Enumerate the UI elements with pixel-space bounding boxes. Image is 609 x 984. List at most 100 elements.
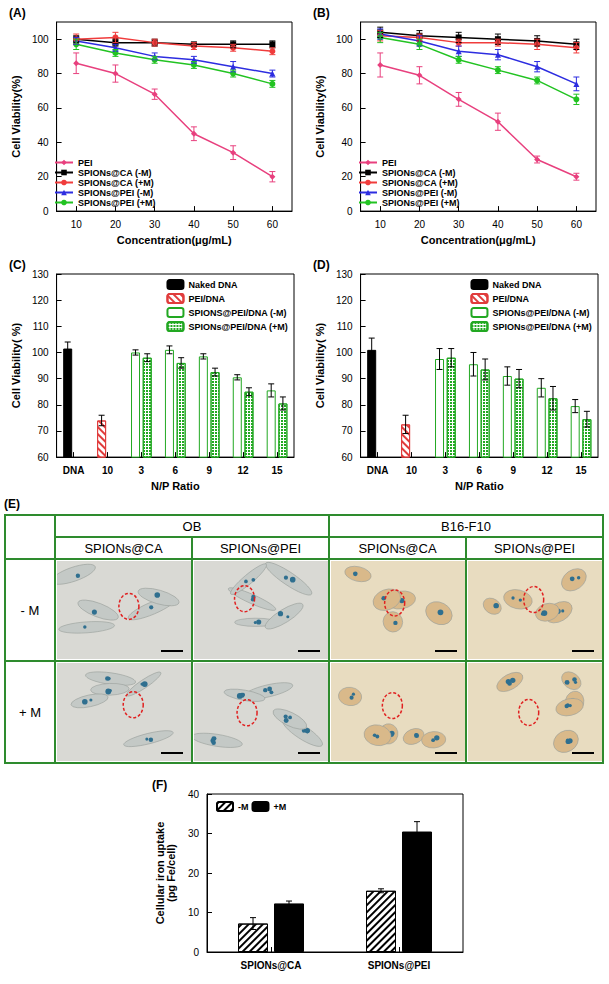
svg-text:9: 9 xyxy=(510,465,516,476)
html-text:B16-F10: B16-F10 xyxy=(441,518,491,534)
svg-text:(D): (D) xyxy=(313,258,330,272)
svg-text:60: 60 xyxy=(341,102,353,113)
svg-text:100: 100 xyxy=(32,347,49,358)
svg-text:100: 100 xyxy=(32,34,49,45)
svg-text:(pg Fe/cell): (pg Fe/cell) xyxy=(165,844,177,902)
svg-text:DNA: DNA xyxy=(367,465,389,476)
svg-text:15: 15 xyxy=(575,465,587,476)
svg-text:SPIONs@CA (+M): SPIONs@CA (+M) xyxy=(78,178,154,188)
svg-text:(A): (A) xyxy=(9,6,26,20)
svg-text:30: 30 xyxy=(453,219,465,230)
svg-text:0: 0 xyxy=(347,206,353,217)
svg-text:SPIONs@PEI (+M): SPIONs@PEI (+M) xyxy=(78,198,156,208)
svg-text:120: 120 xyxy=(336,295,353,306)
svg-text:40: 40 xyxy=(188,219,200,230)
svg-text:110: 110 xyxy=(337,321,353,332)
svg-text:PEI/DNA: PEI/DNA xyxy=(188,294,225,304)
svg-text:120: 120 xyxy=(32,295,49,306)
svg-text:SPIONs@PEI (-M): SPIONs@PEI (-M) xyxy=(78,188,153,198)
svg-text:80: 80 xyxy=(341,68,353,79)
svg-text:10: 10 xyxy=(375,219,387,230)
svg-text:20: 20 xyxy=(37,171,49,182)
svg-text:SPIONs@PEI/DNA (+M): SPIONs@PEI/DNA (+M) xyxy=(492,322,591,332)
svg-text:Concentration(μg/mL): Concentration(μg/mL) xyxy=(421,234,536,246)
svg-text:50: 50 xyxy=(532,219,544,230)
svg-text:20: 20 xyxy=(414,219,426,230)
svg-text:(F): (F) xyxy=(152,778,167,792)
svg-text:(C): (C) xyxy=(9,258,26,272)
svg-text:PEI/DNA: PEI/DNA xyxy=(492,294,529,304)
svg-text:12: 12 xyxy=(238,465,250,476)
svg-text:20: 20 xyxy=(188,868,200,879)
html-text:SPIONs@CA: SPIONs@CA xyxy=(84,540,163,556)
svg-text:130: 130 xyxy=(336,269,353,280)
svg-text:10: 10 xyxy=(406,465,418,476)
svg-text:Cell Viability( %): Cell Viability( %) xyxy=(10,323,22,409)
svg-text:10: 10 xyxy=(102,465,114,476)
svg-text:(B): (B) xyxy=(313,6,330,20)
svg-text:SPIONs@PEI/DNA (-M): SPIONs@PEI/DNA (-M) xyxy=(492,308,589,318)
svg-text:DNA: DNA xyxy=(63,465,85,476)
svg-text:60: 60 xyxy=(37,102,49,113)
svg-text:SPIONS@PEI/DNA (-M): SPIONS@PEI/DNA (-M) xyxy=(188,308,286,318)
svg-text:110: 110 xyxy=(33,321,49,332)
svg-text:12: 12 xyxy=(542,465,554,476)
svg-text:60: 60 xyxy=(341,452,353,463)
svg-text:Cell Viability(%): Cell Viability(%) xyxy=(314,75,326,158)
svg-text:6: 6 xyxy=(477,465,483,476)
svg-text:SPIONs@CA: SPIONs@CA xyxy=(241,960,302,971)
svg-text:15: 15 xyxy=(271,465,283,476)
svg-text:N/P Ratio: N/P Ratio xyxy=(455,480,504,492)
svg-text:Concentration(μg/mL): Concentration(μg/mL) xyxy=(117,234,232,246)
svg-text:60: 60 xyxy=(267,219,279,230)
svg-text:6: 6 xyxy=(173,465,179,476)
svg-text:30: 30 xyxy=(188,828,200,839)
svg-text:N/P Ratio: N/P Ratio xyxy=(151,480,200,492)
svg-text:60: 60 xyxy=(37,452,49,463)
html-text:SPIONs@CA: SPIONs@CA xyxy=(358,540,437,556)
svg-text:-M: -M xyxy=(238,802,249,812)
svg-text:0: 0 xyxy=(43,206,49,217)
svg-text:SPIONs@PEI: SPIONs@PEI xyxy=(368,960,431,971)
svg-text:100: 100 xyxy=(336,34,353,45)
svg-text:SPIONs@CA (-M): SPIONs@CA (-M) xyxy=(78,168,151,178)
svg-text:40: 40 xyxy=(37,137,49,148)
svg-text:30: 30 xyxy=(149,219,161,230)
svg-text:10: 10 xyxy=(71,219,83,230)
html-text:SPIONs@PEI: SPIONs@PEI xyxy=(220,540,302,556)
svg-text:100: 100 xyxy=(336,347,353,358)
svg-text:60: 60 xyxy=(571,219,583,230)
svg-text:40: 40 xyxy=(492,219,504,230)
svg-text:Cell Viability( %): Cell Viability( %) xyxy=(314,323,326,409)
svg-text:SPIONs@PEI/DNA (+M): SPIONs@PEI/DNA (+M) xyxy=(188,322,287,332)
svg-text:Naked DNA: Naked DNA xyxy=(492,280,542,290)
svg-text:70: 70 xyxy=(341,425,353,436)
svg-text:SPIONs@PEI (+M): SPIONs@PEI (+M) xyxy=(382,198,460,208)
svg-text:SPIONs@CA (+M): SPIONs@CA (+M) xyxy=(382,178,458,188)
svg-text:Cell Viability(%): Cell Viability(%) xyxy=(10,75,22,158)
svg-text:SPIONs@PEI (-M): SPIONs@PEI (-M) xyxy=(382,188,457,198)
svg-text:3: 3 xyxy=(139,465,145,476)
svg-text:80: 80 xyxy=(37,68,49,79)
svg-text:3: 3 xyxy=(443,465,449,476)
svg-text:130: 130 xyxy=(32,269,49,280)
svg-text:90: 90 xyxy=(341,373,353,384)
svg-text:20: 20 xyxy=(341,171,353,182)
html-text:OB: OB xyxy=(182,518,202,534)
svg-text:80: 80 xyxy=(37,399,49,410)
svg-text:0: 0 xyxy=(193,947,199,958)
svg-text:40: 40 xyxy=(188,789,200,800)
svg-text:9: 9 xyxy=(206,465,212,476)
svg-text:50: 50 xyxy=(228,219,240,230)
svg-text:+M: +M xyxy=(273,802,286,812)
svg-text:20: 20 xyxy=(110,219,122,230)
svg-text:10: 10 xyxy=(188,907,200,918)
svg-text:90: 90 xyxy=(37,373,49,384)
svg-text:70: 70 xyxy=(37,425,49,436)
svg-text:40: 40 xyxy=(341,137,353,148)
svg-text:SPIONs@CA (-M): SPIONs@CA (-M) xyxy=(382,168,455,178)
svg-text:PEI: PEI xyxy=(382,158,397,168)
svg-text:Naked DNA: Naked DNA xyxy=(188,280,238,290)
svg-text:PEI: PEI xyxy=(78,158,93,168)
svg-text:80: 80 xyxy=(341,399,353,410)
